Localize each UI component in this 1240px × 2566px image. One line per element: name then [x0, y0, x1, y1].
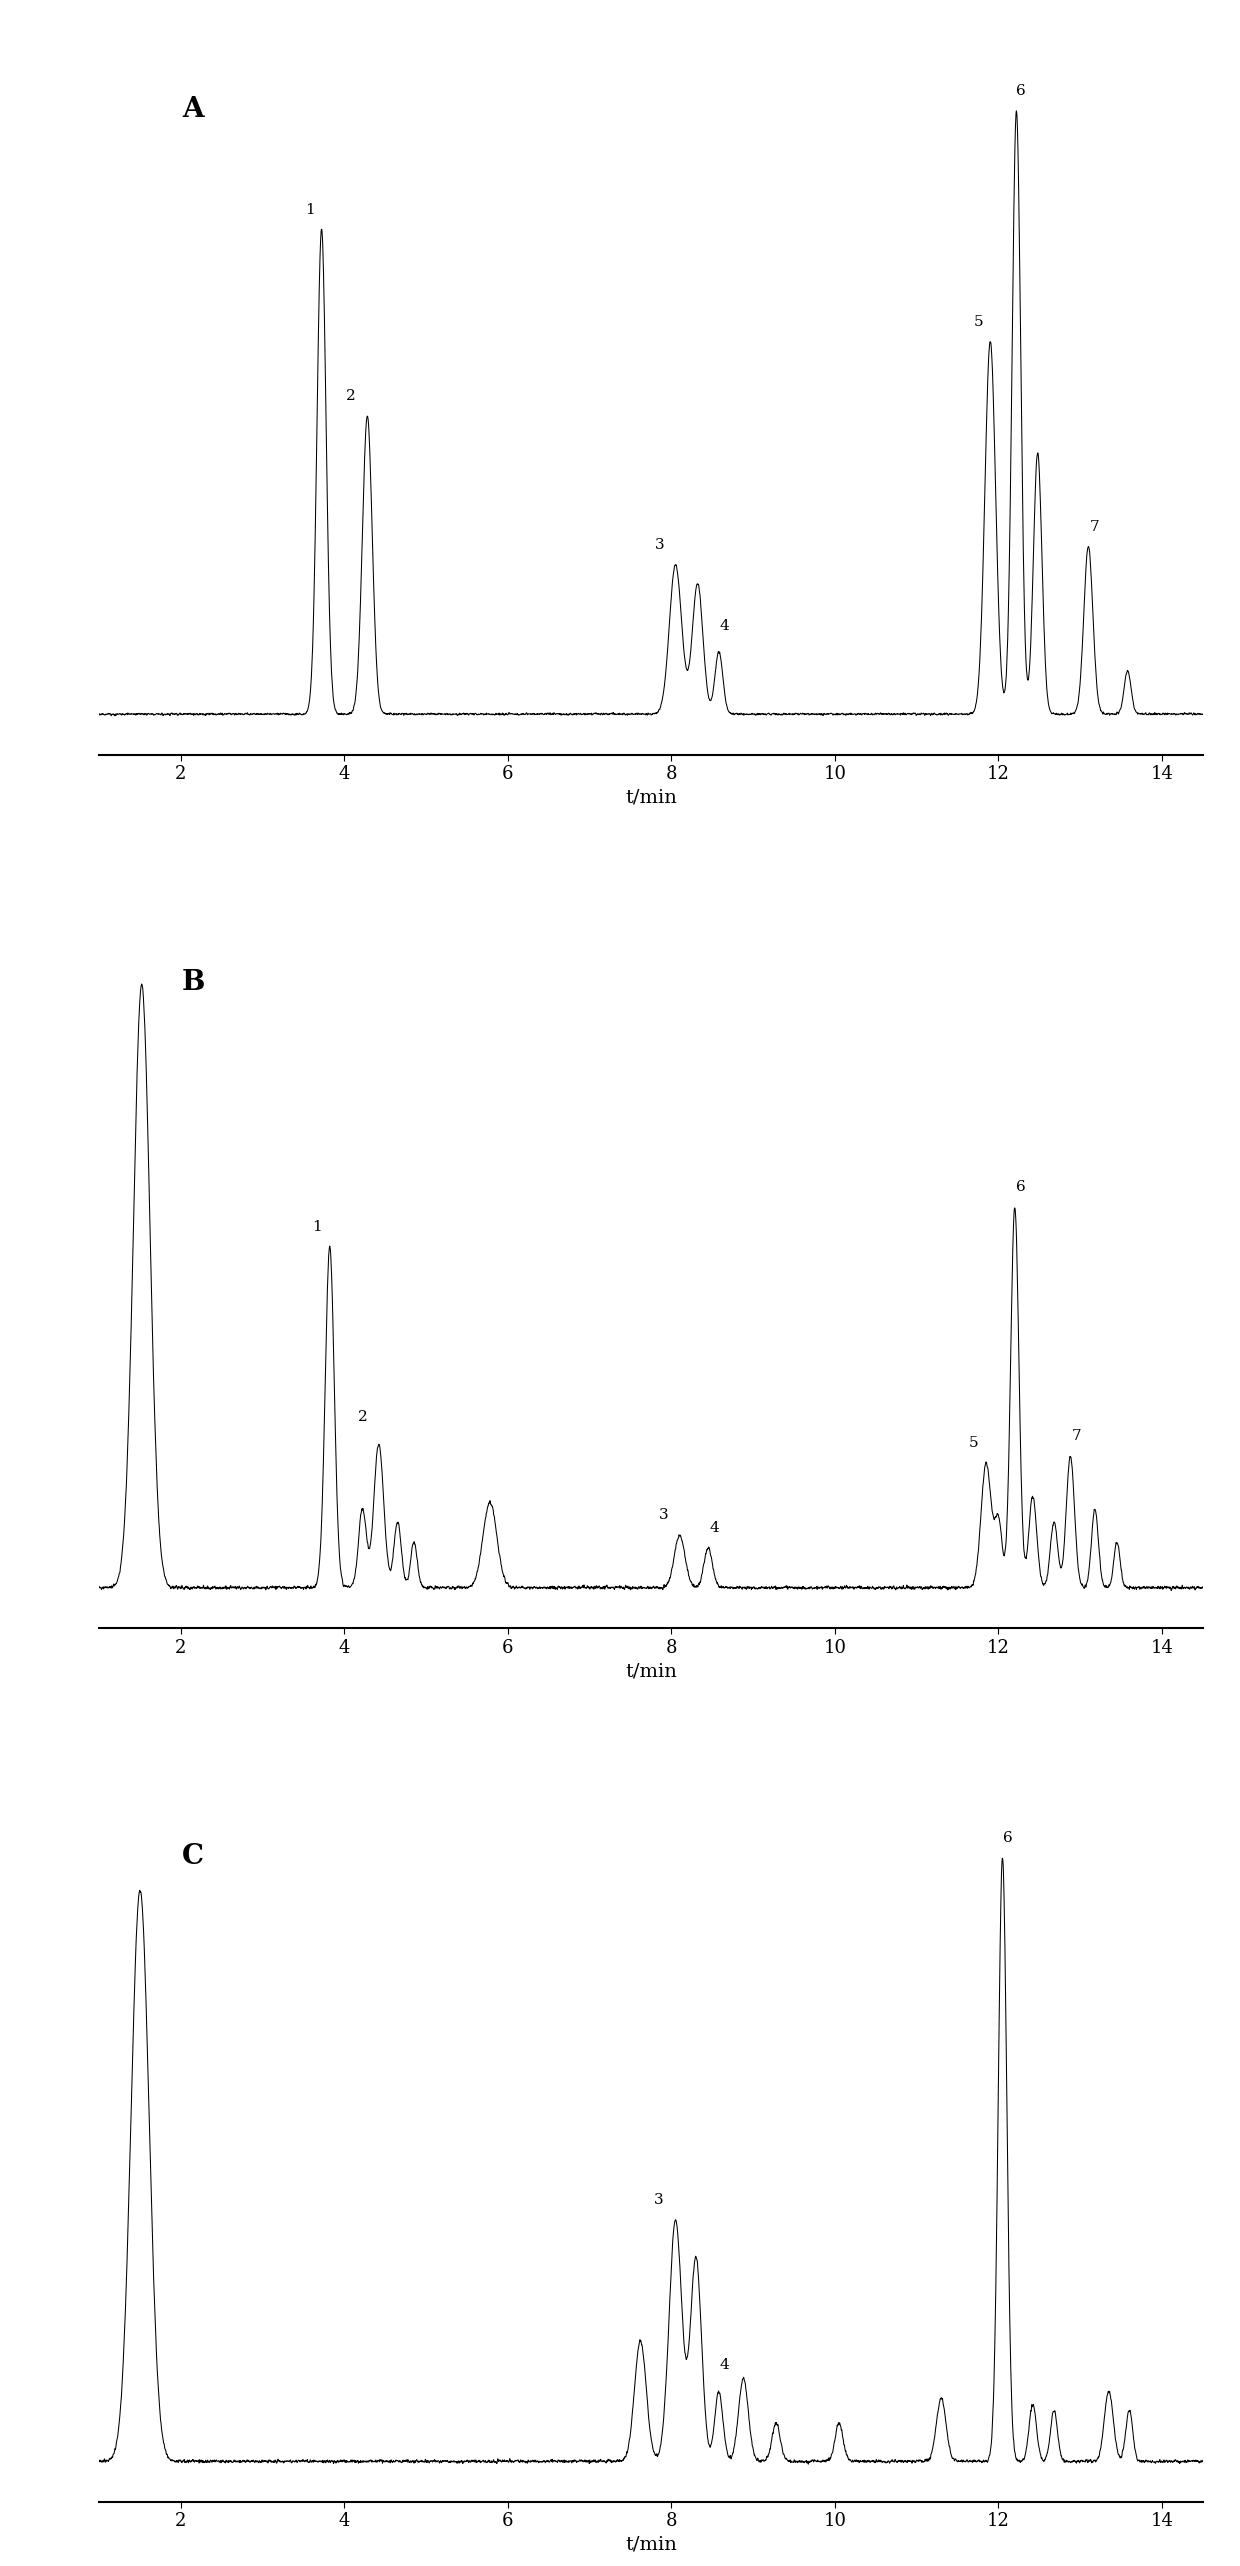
Text: 1: 1: [312, 1219, 322, 1234]
Text: 5: 5: [970, 1437, 978, 1450]
Text: 4: 4: [709, 1522, 719, 1534]
Text: 4: 4: [719, 2358, 729, 2374]
Text: 4: 4: [719, 618, 729, 634]
Text: 7: 7: [1071, 1429, 1081, 1445]
Text: 5: 5: [973, 316, 983, 328]
Text: 6: 6: [1017, 85, 1027, 98]
Text: 6: 6: [1016, 1180, 1025, 1193]
X-axis label: t/min: t/min: [625, 1663, 677, 1681]
Text: 6: 6: [1003, 1832, 1013, 1845]
Text: B: B: [182, 970, 206, 996]
X-axis label: t/min: t/min: [625, 788, 677, 806]
Text: 3: 3: [655, 539, 665, 552]
Text: A: A: [182, 95, 203, 123]
Text: 3: 3: [653, 2194, 663, 2207]
Text: 2: 2: [346, 390, 356, 403]
X-axis label: t/min: t/min: [625, 2535, 677, 2553]
Text: 2: 2: [357, 1409, 367, 1424]
Text: 3: 3: [658, 1509, 668, 1522]
Text: 7: 7: [1090, 521, 1100, 534]
Text: 1: 1: [305, 203, 315, 216]
Text: C: C: [182, 1842, 203, 1871]
